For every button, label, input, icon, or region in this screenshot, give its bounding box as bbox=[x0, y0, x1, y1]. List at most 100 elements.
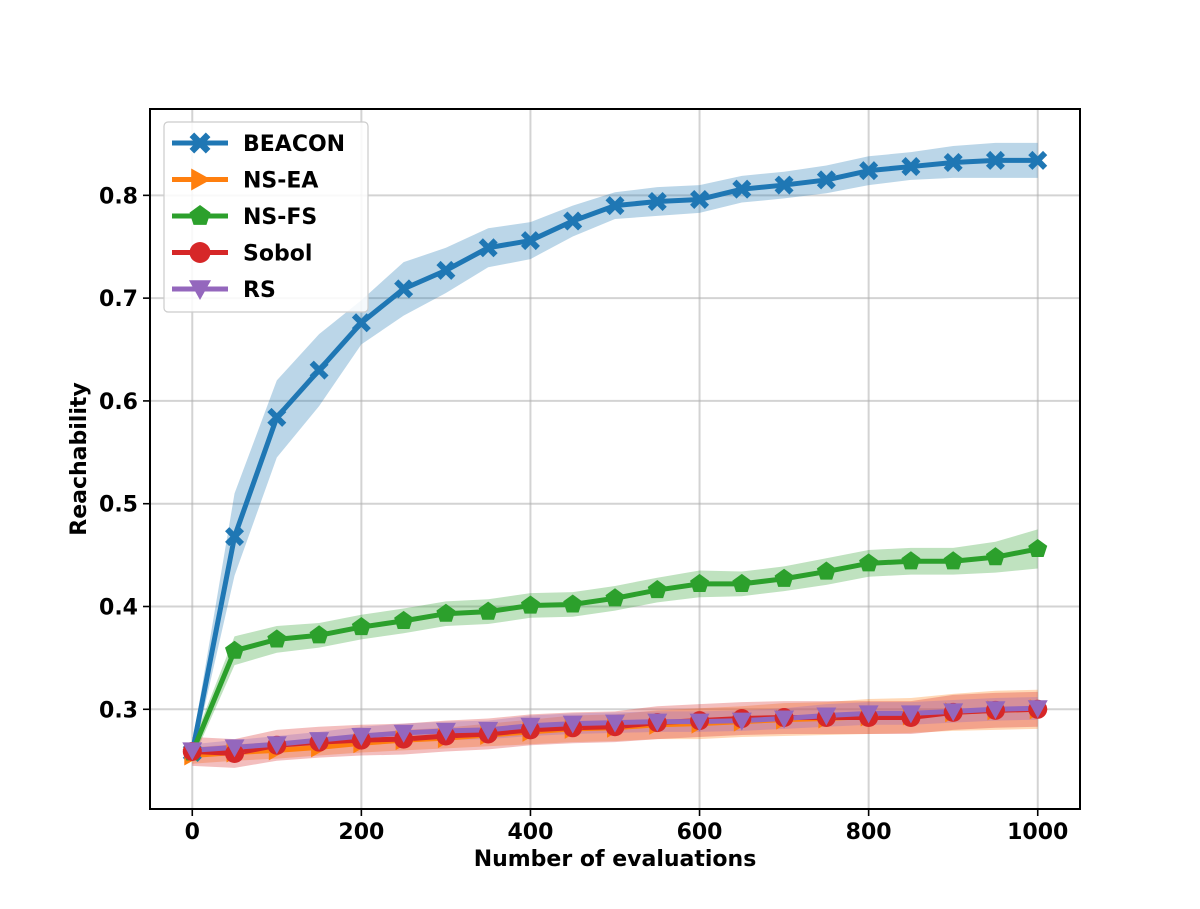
point-beacon bbox=[520, 231, 540, 251]
point-beacon bbox=[478, 238, 498, 258]
legend-entry-rs: RS bbox=[172, 278, 276, 303]
point-rs bbox=[858, 705, 879, 724]
point-rs bbox=[605, 714, 625, 733]
point-ns-fs bbox=[943, 551, 963, 570]
point-ns-fs bbox=[690, 573, 710, 592]
markers-rs bbox=[182, 700, 1048, 761]
point-ns-fs bbox=[394, 610, 414, 629]
point-beacon bbox=[732, 179, 752, 199]
point-rs bbox=[520, 717, 541, 736]
legend-label-rs: RS bbox=[243, 278, 276, 303]
point-rs bbox=[393, 724, 414, 743]
legend: BEACON NS-EA NS-FS Sobol RS bbox=[163, 121, 369, 313]
point-ns-fs bbox=[309, 625, 329, 644]
x-tick-label: 1000 bbox=[1007, 820, 1068, 845]
x-tick-label: 0 bbox=[185, 820, 200, 845]
legend-entry-sobol: Sobol bbox=[172, 242, 312, 267]
x-tick-label: 400 bbox=[507, 820, 553, 845]
point-ns-fs bbox=[351, 617, 371, 636]
band-beacon bbox=[192, 142, 1038, 761]
point-rs bbox=[985, 701, 1006, 720]
point-beacon bbox=[563, 211, 583, 231]
point-beacon bbox=[985, 150, 1005, 170]
point-rs bbox=[816, 707, 837, 726]
point-rs bbox=[774, 710, 795, 729]
y-tick-label: 0.3 bbox=[99, 698, 138, 723]
legend-box bbox=[163, 121, 369, 313]
y-axis-ticks: 0.3 0.4 0.5 0.6 0.7 0.8 bbox=[99, 184, 150, 723]
x-tick-label: 800 bbox=[846, 820, 892, 845]
point-rs bbox=[900, 705, 921, 724]
grid bbox=[150, 109, 1080, 809]
point-beacon bbox=[690, 189, 710, 209]
point-ns-fs bbox=[225, 640, 245, 659]
x-tick-label: 200 bbox=[338, 820, 384, 845]
point-rs bbox=[943, 703, 964, 722]
point-rs bbox=[731, 712, 752, 731]
point-beacon bbox=[901, 157, 921, 177]
point-rs bbox=[224, 739, 245, 758]
point-ns-fs bbox=[901, 551, 921, 570]
point-beacon bbox=[394, 279, 414, 299]
point-beacon bbox=[436, 260, 456, 280]
series-markers bbox=[182, 150, 1048, 766]
point-beacon bbox=[1028, 150, 1048, 170]
point-beacon bbox=[647, 192, 667, 212]
point-rs bbox=[182, 742, 203, 761]
y-tick-label: 0.4 bbox=[99, 596, 138, 621]
markers-ns-fs bbox=[182, 538, 1048, 761]
point-beacon bbox=[943, 152, 963, 172]
legend-marker-ns-fs bbox=[189, 205, 211, 225]
point-ns-fs bbox=[563, 594, 583, 613]
point-beacon bbox=[816, 170, 836, 190]
legend-marker-ns-ea bbox=[191, 168, 211, 191]
point-ns-fs bbox=[816, 561, 836, 580]
point-beacon bbox=[774, 175, 794, 195]
y-tick-label: 0.8 bbox=[99, 184, 138, 209]
x-axis-label: Number of evaluations bbox=[474, 847, 757, 872]
point-beacon bbox=[859, 161, 879, 181]
point-rs bbox=[562, 715, 583, 734]
point-beacon bbox=[351, 313, 371, 333]
point-beacon bbox=[267, 407, 287, 427]
point-rs bbox=[435, 722, 456, 741]
point-ns-fs bbox=[732, 573, 752, 592]
point-ns-fs bbox=[267, 629, 287, 648]
point-ns-fs bbox=[1028, 538, 1048, 558]
legend-entry-ns-ea: NS-EA bbox=[172, 168, 318, 194]
y-tick-label: 0.5 bbox=[99, 493, 138, 518]
legend-label-ns-fs: NS-FS bbox=[243, 205, 317, 230]
point-rs bbox=[309, 732, 330, 751]
point-ns-fs bbox=[436, 603, 456, 622]
legend-marker-sobol bbox=[189, 242, 211, 263]
point-ns-fs bbox=[605, 588, 625, 607]
point-beacon bbox=[225, 527, 245, 547]
point-rs bbox=[478, 721, 499, 740]
point-ns-fs bbox=[520, 595, 540, 614]
x-tick-label: 600 bbox=[677, 820, 723, 845]
y-tick-label: 0.6 bbox=[99, 390, 138, 415]
point-ns-fs bbox=[774, 568, 794, 587]
plot-frame bbox=[149, 108, 1081, 810]
legend-label-beacon: BEACON bbox=[243, 132, 345, 157]
legend-label-sobol: Sobol bbox=[243, 242, 312, 267]
point-ns-fs bbox=[478, 601, 498, 620]
y-axis-label: Reachability bbox=[67, 382, 92, 535]
point-rs bbox=[351, 728, 372, 747]
point-rs bbox=[266, 736, 287, 755]
x-axis-ticks: 0 200 400 600 800 1000 bbox=[185, 809, 1068, 845]
point-rs bbox=[1027, 700, 1048, 719]
legend-marker-beacon bbox=[189, 132, 211, 154]
y-tick-label: 0.7 bbox=[99, 287, 138, 312]
point-rs bbox=[647, 713, 668, 732]
point-beacon bbox=[309, 360, 329, 380]
legend-label-ns-ea: NS-EA bbox=[243, 169, 318, 194]
point-ns-fs bbox=[985, 547, 1005, 566]
legend-entry-ns-fs: NS-FS bbox=[172, 205, 317, 230]
legend-entry-beacon: BEACON bbox=[172, 132, 345, 157]
point-beacon bbox=[605, 196, 625, 216]
point-rs bbox=[689, 713, 710, 732]
legend-marker-rs bbox=[189, 280, 211, 300]
point-ns-fs bbox=[859, 553, 879, 572]
